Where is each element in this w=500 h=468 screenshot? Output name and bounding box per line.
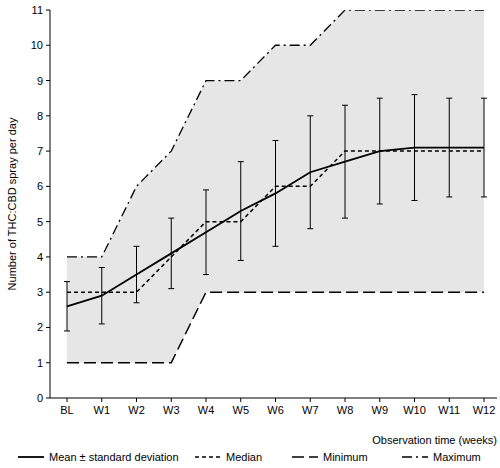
y-tick: [46, 362, 50, 363]
series-line: [67, 10, 484, 257]
legend-label: Median: [226, 451, 262, 463]
y-tick-label: 3: [37, 286, 43, 298]
x-axis: [50, 398, 497, 399]
x-tick-label: W11: [438, 404, 460, 416]
x-tick-label: W6: [267, 404, 284, 416]
y-tick-label: 9: [37, 75, 43, 87]
y-tick-label: 2: [37, 321, 43, 333]
error-bar: [481, 98, 487, 197]
y-tick: [46, 10, 50, 11]
x-tick-label: W2: [128, 404, 145, 416]
x-tick: [206, 398, 207, 402]
y-tick: [46, 80, 50, 81]
y-tick: [46, 115, 50, 116]
legend-swatch: [292, 456, 318, 458]
y-tick-label: 5: [37, 216, 43, 228]
x-axis-label: Observation time (weeks): [372, 434, 497, 446]
y-tick: [46, 398, 50, 399]
legend-swatch: [402, 456, 428, 457]
x-tick-label: W3: [163, 404, 180, 416]
y-tick: [46, 45, 50, 46]
x-tick-label: W8: [337, 404, 354, 416]
y-axis-label: Number of THC:CBD spray per day: [6, 117, 18, 290]
y-tick-label: 4: [37, 251, 43, 263]
y-tick: [46, 186, 50, 187]
y-axis: [50, 10, 51, 398]
x-tick: [136, 398, 137, 402]
error-bar: [99, 267, 105, 323]
x-tick: [240, 398, 241, 402]
legend-swatch: [18, 456, 44, 458]
x-tick-label: W12: [473, 404, 496, 416]
x-tick: [310, 398, 311, 402]
y-tick-label: 8: [37, 110, 43, 122]
x-tick-label: W1: [94, 404, 111, 416]
y-tick: [46, 256, 50, 257]
x-tick: [171, 398, 172, 402]
legend-label: Minimum: [323, 451, 368, 463]
plot-area: [64, 10, 487, 363]
y-tick-label: 1: [37, 357, 43, 369]
x-tick: [449, 398, 450, 402]
y-tick-label: 10: [31, 39, 43, 51]
series-line: [67, 292, 484, 363]
x-tick-label: W7: [302, 404, 319, 416]
x-tick: [414, 398, 415, 402]
y-tick-label: 7: [37, 145, 43, 157]
x-tick-label: W5: [233, 404, 250, 416]
error-bar: [203, 190, 209, 275]
x-tick: [67, 398, 68, 402]
y-tick: [46, 151, 50, 152]
y-tick: [46, 327, 50, 328]
x-tick: [484, 398, 485, 402]
x-tick-label: BL: [60, 404, 73, 416]
x-tick: [345, 398, 346, 402]
y-tick-label: 6: [37, 180, 43, 192]
error-bar: [134, 246, 140, 302]
legend-label: Mean ± standard deviation: [49, 451, 179, 463]
range-area: [67, 10, 484, 363]
error-bar: [342, 105, 348, 218]
legend-label: Maximum: [433, 451, 481, 463]
y-tick: [46, 292, 50, 293]
error-bar: [273, 141, 279, 247]
error-bar: [307, 116, 313, 229]
error-bar: [168, 218, 174, 289]
error-bar: [64, 282, 70, 331]
series-line: [67, 151, 484, 292]
x-tick-label: W10: [403, 404, 426, 416]
x-tick: [275, 398, 276, 402]
x-tick: [379, 398, 380, 402]
chart: 0 1 2 3 4 5 6 7 8 9 10 11 BL W1 W2 W3 W4 W5 W6 W7 W8 W9 W10 W11…: [0, 0, 500, 468]
y-tick-label: 0: [37, 392, 43, 404]
x-tick: [101, 398, 102, 402]
legend-swatch: [195, 456, 221, 458]
error-bar: [446, 98, 452, 197]
legend: Mean ± standard deviation Median Minimum Ma…: [18, 451, 481, 463]
error-bar: [238, 162, 244, 261]
x-tick-label: W9: [372, 404, 389, 416]
x-tick-label: W4: [198, 404, 215, 416]
y-tick: [46, 221, 50, 222]
error-bar: [412, 95, 418, 201]
y-tick-label: 11: [32, 4, 43, 16]
